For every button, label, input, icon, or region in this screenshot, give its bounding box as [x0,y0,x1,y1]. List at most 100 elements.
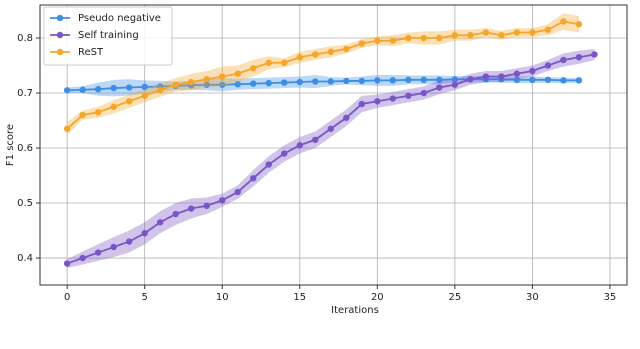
point [420,34,428,42]
point [188,205,195,212]
y-tick-label: 0.7 [17,88,33,99]
point [125,84,133,91]
point [63,260,71,267]
point [482,73,490,80]
point [482,29,490,36]
point [141,230,148,237]
line [66,20,580,130]
point [467,32,474,39]
point [420,89,428,97]
point [389,37,397,44]
point [327,125,334,132]
point [343,77,350,85]
point [312,78,319,85]
point [265,59,272,66]
point [156,87,164,94]
point [94,109,102,116]
y-tick-label: 0.6 [17,143,33,154]
point [544,76,552,84]
legend-box [43,6,173,66]
point [420,76,428,84]
point [94,85,102,93]
point [312,136,319,143]
x-tick-label: 30 [526,292,539,303]
point [63,125,71,132]
point [374,77,381,84]
point [281,150,288,157]
x-tick-label: 10 [216,292,229,303]
point [172,210,179,218]
point [560,77,567,84]
x-tick-label: 25 [448,292,461,303]
y-axis-label: F1 score [5,124,16,166]
point [296,54,303,61]
legend-label: ReST [78,47,104,58]
legend-marker [56,31,64,39]
point [110,103,117,110]
legend-marker [56,48,64,56]
point [513,29,521,36]
x-tick-label: 0 [64,292,70,303]
point [513,70,521,77]
error-band [67,49,595,268]
point [575,77,583,84]
point [513,76,521,84]
point [79,111,86,119]
point [265,79,272,87]
point [575,21,583,28]
point [125,238,133,245]
legend-label: Self training [78,30,139,41]
point [451,32,459,39]
point [63,87,71,94]
point [219,81,226,88]
point [79,86,86,93]
point [296,78,303,86]
point [281,79,288,86]
point [374,98,381,105]
x-tick-label: 20 [371,292,384,303]
x-tick-label: 5 [141,292,147,303]
point [436,76,443,84]
point [436,84,443,91]
x-tick-label: 15 [293,292,306,303]
point [327,78,334,85]
point [188,78,195,86]
line [67,78,579,92]
point [296,142,303,149]
point [529,29,536,36]
point [498,32,505,39]
point [405,92,412,99]
point [250,65,257,72]
point [358,40,366,47]
point [265,161,272,168]
point [389,77,397,84]
point [544,26,552,33]
point [110,84,117,92]
y-tick-label: 0.4 [17,253,33,264]
point [172,81,179,88]
point [405,76,412,84]
x-axis-label: Iterations [331,305,379,316]
point [219,197,226,204]
point [327,48,334,55]
point [141,83,148,91]
point [234,188,241,196]
point [79,254,86,262]
point [591,51,598,58]
x-tick-label: 35 [604,292,617,303]
point [125,98,133,105]
legend-marker [56,14,64,22]
point [156,219,164,226]
point [250,80,257,87]
point [234,70,241,77]
point [234,81,241,88]
point [358,100,366,108]
point [141,92,148,99]
point [389,95,397,102]
point [560,56,567,64]
point [219,73,226,80]
point [529,76,536,84]
point [250,175,257,182]
